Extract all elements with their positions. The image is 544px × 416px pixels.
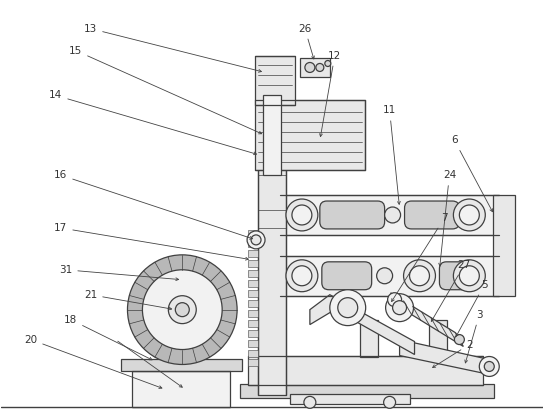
FancyBboxPatch shape bbox=[440, 262, 479, 290]
Text: 27: 27 bbox=[431, 260, 471, 322]
Bar bbox=[493, 195, 515, 296]
Text: 16: 16 bbox=[54, 170, 252, 239]
Polygon shape bbox=[391, 293, 463, 347]
Text: 26: 26 bbox=[298, 24, 314, 59]
Bar bbox=[248, 339, 258, 347]
Bar bbox=[240, 384, 494, 399]
Bar bbox=[248, 319, 258, 327]
Bar bbox=[248, 250, 258, 257]
Text: 2: 2 bbox=[432, 339, 473, 367]
Circle shape bbox=[410, 266, 429, 286]
Text: 20: 20 bbox=[24, 334, 162, 389]
Circle shape bbox=[386, 294, 413, 322]
Circle shape bbox=[404, 260, 435, 292]
Bar bbox=[280, 195, 499, 235]
Bar bbox=[280, 256, 499, 296]
Bar bbox=[248, 329, 258, 337]
Circle shape bbox=[393, 301, 406, 314]
Circle shape bbox=[292, 266, 312, 286]
Circle shape bbox=[286, 199, 318, 231]
FancyBboxPatch shape bbox=[322, 262, 372, 290]
Circle shape bbox=[316, 64, 324, 72]
Bar bbox=[248, 300, 258, 307]
Circle shape bbox=[376, 268, 393, 284]
Circle shape bbox=[479, 357, 499, 376]
Text: 12: 12 bbox=[320, 50, 342, 136]
Bar bbox=[248, 230, 258, 237]
Bar bbox=[121, 359, 242, 371]
Text: 5: 5 bbox=[456, 280, 487, 336]
Circle shape bbox=[459, 205, 479, 225]
Text: 3: 3 bbox=[465, 310, 483, 363]
Circle shape bbox=[388, 293, 401, 307]
Bar bbox=[248, 260, 258, 267]
Circle shape bbox=[384, 396, 395, 409]
Circle shape bbox=[459, 266, 479, 286]
Circle shape bbox=[330, 290, 366, 326]
Bar bbox=[360, 319, 378, 357]
Bar bbox=[248, 359, 258, 366]
Text: 24: 24 bbox=[439, 170, 456, 266]
Circle shape bbox=[168, 296, 196, 324]
Circle shape bbox=[453, 199, 485, 231]
Bar bbox=[258, 100, 286, 395]
FancyBboxPatch shape bbox=[320, 201, 385, 229]
Bar bbox=[300, 57, 330, 77]
Circle shape bbox=[484, 362, 494, 371]
Circle shape bbox=[305, 62, 315, 72]
Circle shape bbox=[251, 235, 261, 245]
Text: 15: 15 bbox=[69, 45, 262, 134]
Text: 31: 31 bbox=[59, 265, 178, 280]
Bar bbox=[248, 290, 258, 297]
Circle shape bbox=[325, 60, 331, 67]
Bar bbox=[265, 319, 283, 357]
Text: 7: 7 bbox=[392, 213, 448, 302]
Bar bbox=[248, 310, 258, 317]
Circle shape bbox=[175, 303, 189, 317]
Bar bbox=[290, 394, 410, 404]
Text: 11: 11 bbox=[383, 105, 400, 204]
Bar bbox=[263, 95, 281, 175]
Text: 13: 13 bbox=[84, 24, 262, 72]
Polygon shape bbox=[400, 339, 489, 374]
Text: 17: 17 bbox=[54, 223, 249, 260]
Circle shape bbox=[304, 396, 316, 409]
FancyBboxPatch shape bbox=[405, 201, 459, 229]
Circle shape bbox=[385, 207, 400, 223]
Circle shape bbox=[127, 255, 237, 364]
Circle shape bbox=[292, 205, 312, 225]
Polygon shape bbox=[310, 295, 415, 354]
Text: 21: 21 bbox=[84, 290, 172, 310]
Text: 14: 14 bbox=[49, 90, 256, 155]
Text: 18: 18 bbox=[64, 314, 152, 360]
Circle shape bbox=[453, 260, 485, 292]
Bar bbox=[248, 356, 483, 385]
Circle shape bbox=[286, 260, 318, 292]
Bar bbox=[248, 240, 258, 247]
Text: 6: 6 bbox=[451, 135, 492, 212]
Bar bbox=[248, 349, 258, 357]
Circle shape bbox=[454, 334, 465, 344]
Circle shape bbox=[338, 298, 358, 318]
Circle shape bbox=[143, 270, 222, 349]
Bar bbox=[248, 280, 258, 287]
Circle shape bbox=[247, 231, 265, 249]
Bar bbox=[255, 55, 295, 105]
Bar bbox=[133, 371, 230, 407]
Bar bbox=[248, 270, 258, 277]
Bar bbox=[429, 319, 447, 357]
Bar bbox=[255, 100, 364, 170]
